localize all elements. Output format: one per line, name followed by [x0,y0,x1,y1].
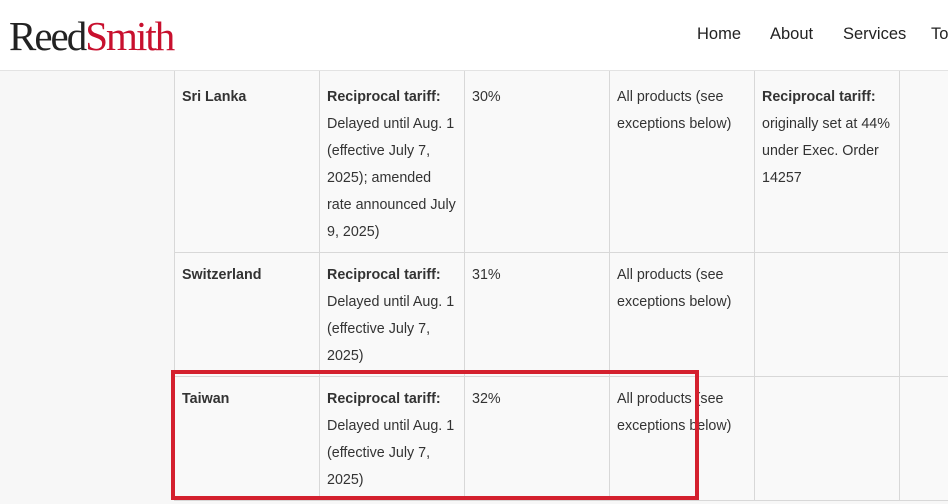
status-text: Delayed until Aug. 1 (effective July 7, … [327,418,455,488]
rate-cell: 30% [464,60,610,253]
country-cell: Sri Lanka [174,60,320,253]
status-cell: Reciprocal tariff: Delayed until Aug. 1 … [319,60,465,253]
logo-text: Reed [9,13,87,59]
country: Taiwan [182,391,230,407]
nav-link[interactable]: To [931,25,948,43]
products-cell: All products (see exceptions below) [609,60,755,253]
status-text: Delayed until Aug. 1 (effective July 7, … [327,116,456,240]
rate-cell: 32% [464,376,610,501]
country: Switzerland [182,267,262,283]
notes-text: originally set at 44% under Exec. Order … [762,116,890,186]
status-label: Reciprocal tariff: [327,89,441,105]
logo-text: Smith [85,13,175,59]
notes-label: Reciprocal tariff: [762,89,876,105]
country: Sri Lanka [182,89,247,105]
table-row: Switzerland Reciprocal tariff: Delayed un… [174,252,948,377]
highlight-box [171,370,699,500]
notes-cell: Reciprocal tariff: originally set at 44%… [754,60,900,253]
notes-cell [754,252,900,377]
status-label: Reciprocal tariff: [327,391,441,407]
header: ReedSmith Home About Services To [0,0,948,71]
nav-link[interactable]: Home [697,25,742,43]
products-cell: All products (see exceptions below) [609,252,755,377]
empty-cell [899,252,948,377]
empty-cell [899,376,948,501]
status-cell: Reciprocal tariff: Delayed until Aug. 1 … [319,376,465,501]
country-cell: Switzerland [174,252,320,377]
rate-cell: 31% [464,252,610,377]
table-row: Sri Lanka Reciprocal tariff: Delayed unti… [174,60,948,253]
country-cell: Taiwan [174,376,320,501]
status-label: Reciprocal tariff: [327,267,441,283]
status-text: Delayed until Aug. 1 (effective July 7, … [327,294,455,364]
status-cell: Reciprocal tariff: Delayed until Aug. 1 … [319,252,465,377]
notes-cell [754,376,900,501]
logo[interactable]: ReedSmith [9,12,175,60]
nav-link[interactable]: Services [843,25,907,43]
empty-cell [899,60,948,253]
nav-link[interactable]: About [770,25,814,43]
